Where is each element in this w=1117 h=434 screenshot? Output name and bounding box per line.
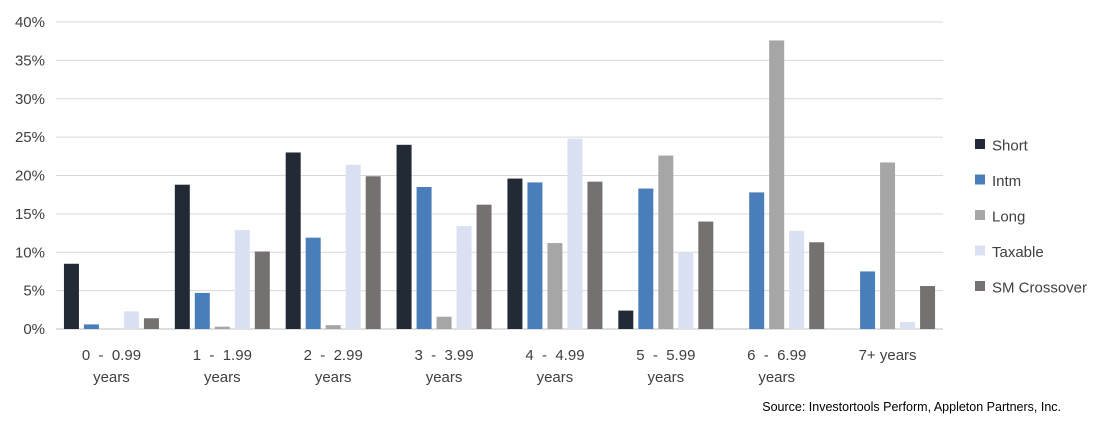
bar-taxable [456,226,472,329]
bar-long [214,326,230,329]
x-tick-label: 2 - 2.99 [304,347,363,364]
bar-taxable [678,252,694,329]
legend-swatch [975,245,985,256]
bar-short [618,310,634,329]
bar-long [880,162,896,329]
x-tick-label: years [93,369,130,386]
legend-label: Intm [992,173,1021,190]
x-tick-label: years [315,369,352,386]
legend-swatch [975,174,985,185]
y-tick-label: 35% [15,52,45,69]
bar-taxable [567,138,583,329]
bar-short [174,184,190,329]
y-tick-label: 25% [15,129,45,146]
bar-short [396,144,412,329]
bar-intm [749,192,765,329]
legend-swatch [975,139,985,149]
x-tick-label: 0 - 0.99 [82,347,141,364]
bar-sm-crossover [920,286,936,329]
y-tick-label: 0% [23,321,45,338]
y-tick-label: 5% [23,283,45,300]
source-note: Source: Investortools Perform, Appleton … [762,400,1061,414]
x-tick-label: years [647,369,684,386]
legend-swatch [975,210,985,220]
legend-label: Short [992,138,1029,155]
bar-intm [416,187,432,329]
legend-swatch [975,281,985,291]
x-tick-label: years [758,369,795,386]
bar-short [285,152,301,329]
bar-long [658,155,674,329]
bar-sm-crossover [698,221,714,329]
legend-label: SM Crossover [992,280,1087,297]
y-tick-label: 10% [15,244,45,261]
x-tick-label: years [204,369,241,386]
bar-sm-crossover [143,318,159,329]
x-tick-label: 7+ years [859,347,917,364]
x-tick-label: 3 - 3.99 [414,347,473,364]
x-tick-label: 5 - 5.99 [636,347,695,364]
y-tick-label: 15% [15,206,45,223]
bar-taxable [123,311,139,329]
legend-label: Long [992,209,1025,226]
bar-intm [638,188,654,329]
bar-intm [860,271,876,329]
x-tick-label: 4 - 4.99 [525,347,584,364]
y-tick-label: 20% [15,168,45,185]
bar-long [325,325,341,329]
x-tick-label: 6 - 6.99 [747,347,806,364]
bar-taxable [234,229,250,329]
legend-label: Taxable [992,244,1044,261]
bar-intm [83,324,99,329]
bar-sm-crossover [476,204,492,329]
bar-long [769,40,785,330]
bar-sm-crossover [365,176,381,329]
bar-intm [527,182,543,329]
bar-intm [194,292,210,329]
bar-short [507,178,523,329]
bar-long [547,243,563,329]
bar-short [63,263,79,329]
bar-taxable [900,322,916,329]
y-tick-label: 40% [15,14,45,31]
y-tick-label: 30% [15,91,45,108]
bar-sm-crossover [809,242,825,329]
x-tick-label: years [426,369,463,386]
bar-taxable [345,164,361,329]
x-tick-label: 1 - 1.99 [193,347,252,364]
x-tick-label: years [537,369,574,386]
bar-long [436,316,452,329]
bar-sm-crossover [254,251,270,329]
bar-sm-crossover [587,181,603,329]
bar-taxable [789,230,805,329]
bar-intm [305,237,321,329]
